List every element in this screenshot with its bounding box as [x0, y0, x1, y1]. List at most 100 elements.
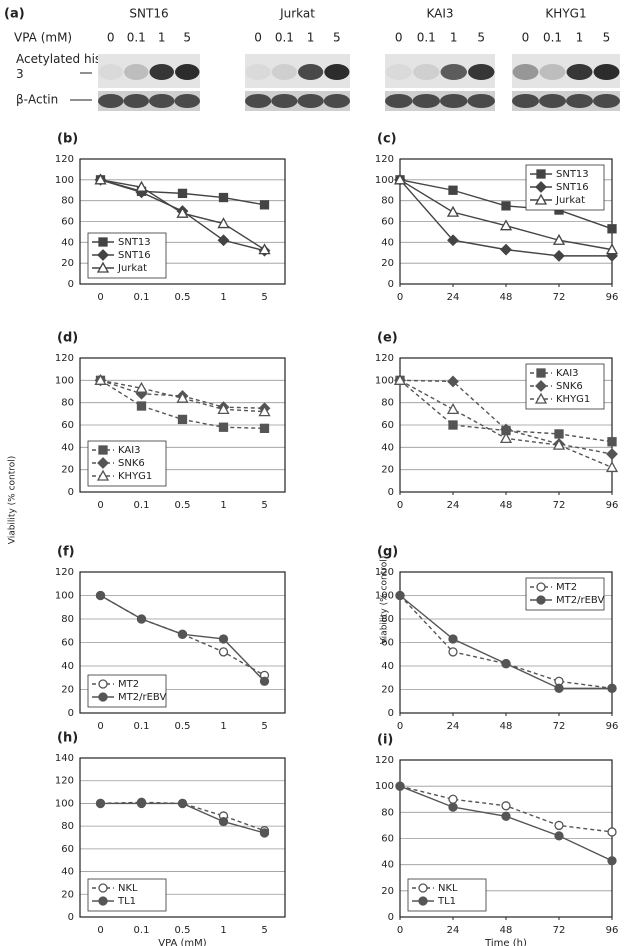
panel-label: (a) — [4, 7, 25, 22]
y-tick-label: 40 — [61, 442, 74, 453]
y-tick-label: 60 — [381, 217, 394, 228]
y-tick-label: 60 — [61, 638, 74, 649]
dose: 0.1 — [275, 31, 294, 45]
y-axis-label: Viability (% control) — [380, 556, 390, 645]
marker — [218, 647, 229, 657]
band — [512, 94, 539, 108]
marker — [218, 192, 229, 203]
y-tick-label: 0 — [388, 708, 394, 719]
marker — [259, 828, 270, 838]
x-tick-label: 1 — [220, 721, 226, 732]
legend-label: SNK6 — [556, 381, 583, 392]
x-tick-label: 48 — [500, 500, 513, 511]
legend-label: SNT16 — [118, 250, 151, 261]
marker — [135, 381, 148, 393]
band — [440, 64, 467, 80]
x-tick-label: 0 — [97, 292, 103, 303]
x-tick-label: 5 — [261, 292, 267, 303]
legend-marker — [536, 169, 546, 179]
band — [539, 64, 566, 80]
row-label-line: 3 — [16, 67, 24, 81]
y-tick-label: 100 — [375, 591, 394, 602]
x-tick-label: 48 — [500, 925, 513, 936]
marker — [446, 403, 460, 415]
y-tick-label: 120 — [55, 154, 74, 165]
legend-marker — [534, 193, 548, 205]
band — [593, 94, 620, 108]
legend-label: SNT16 — [556, 182, 589, 193]
x-tick-label: 0.1 — [134, 925, 150, 936]
legend-label: MT2 — [118, 679, 139, 690]
x-tick-label: 1 — [220, 292, 226, 303]
band — [298, 64, 324, 80]
x-tick-label: 0 — [97, 500, 103, 511]
y-tick-label: 100 — [375, 175, 394, 186]
x-tick-label: 0.1 — [134, 721, 150, 732]
legend-marker — [97, 457, 109, 469]
marker — [259, 676, 270, 686]
y-tick-label: 40 — [61, 661, 74, 672]
row-label: β-Actin — [16, 93, 58, 107]
x-tick-label: 0.5 — [175, 721, 191, 732]
dose: 0 — [107, 31, 115, 45]
x-tick-label: 24 — [447, 925, 460, 936]
cell-line: KHYG1 — [545, 7, 586, 21]
plot-frame — [79, 757, 286, 918]
series-line — [100, 379, 265, 413]
dose: 0 — [254, 31, 262, 45]
dose: 0.1 — [417, 31, 436, 45]
y-tick-label: 80 — [381, 614, 394, 625]
marker — [607, 224, 617, 234]
y-tick-label: 60 — [61, 844, 74, 855]
marker — [552, 233, 566, 245]
plot-frame — [79, 158, 286, 285]
y-tick-label: 40 — [381, 860, 394, 871]
legend-marker — [98, 883, 108, 893]
y-tick-label: 20 — [61, 465, 74, 476]
legend-label: TL1 — [117, 896, 136, 907]
band — [593, 64, 620, 80]
band — [297, 94, 324, 108]
band — [271, 64, 297, 80]
x-tick-label: 72 — [553, 500, 566, 511]
y-tick-label: 40 — [381, 442, 394, 453]
band — [271, 94, 298, 108]
x-tick-label: 96 — [606, 292, 619, 303]
x-tick-label: 24 — [447, 500, 460, 511]
panel-label: (i) — [377, 733, 393, 748]
marker — [499, 219, 513, 231]
x-tick-label: 24 — [447, 721, 460, 732]
marker — [606, 448, 618, 460]
marker — [258, 243, 271, 255]
band — [323, 94, 350, 108]
x-tick-label: 0.5 — [175, 500, 191, 511]
dose: 1 — [450, 31, 458, 45]
legend-marker — [536, 368, 546, 378]
x-tick-label: 0 — [97, 925, 103, 936]
marker — [217, 217, 230, 229]
marker — [447, 234, 459, 247]
x-tick-label: 96 — [606, 500, 619, 511]
y-tick-label: 120 — [55, 353, 74, 364]
band — [123, 94, 149, 108]
legend-label: MT2 — [556, 582, 577, 593]
marker — [448, 647, 458, 657]
marker — [447, 375, 459, 388]
x-axis-label: Time (h) — [484, 938, 527, 946]
legend-marker — [97, 249, 109, 261]
legend-marker — [418, 883, 428, 893]
y-tick-label: 0 — [388, 912, 394, 923]
y-tick-label: 80 — [61, 398, 74, 409]
y-tick-label: 80 — [61, 196, 74, 207]
band — [174, 94, 200, 108]
y-tick-label: 60 — [381, 638, 394, 649]
legend-marker — [535, 380, 547, 392]
y-tick-label: 0 — [388, 487, 394, 498]
x-tick-label: 0.5 — [175, 925, 191, 936]
y-tick-label: 100 — [55, 798, 74, 809]
cell-line: SNT16 — [129, 7, 168, 21]
x-tick-label: 0 — [397, 721, 403, 732]
marker — [501, 811, 511, 821]
dose: 0.1 — [127, 31, 146, 45]
y-tick-label: 60 — [61, 420, 74, 431]
